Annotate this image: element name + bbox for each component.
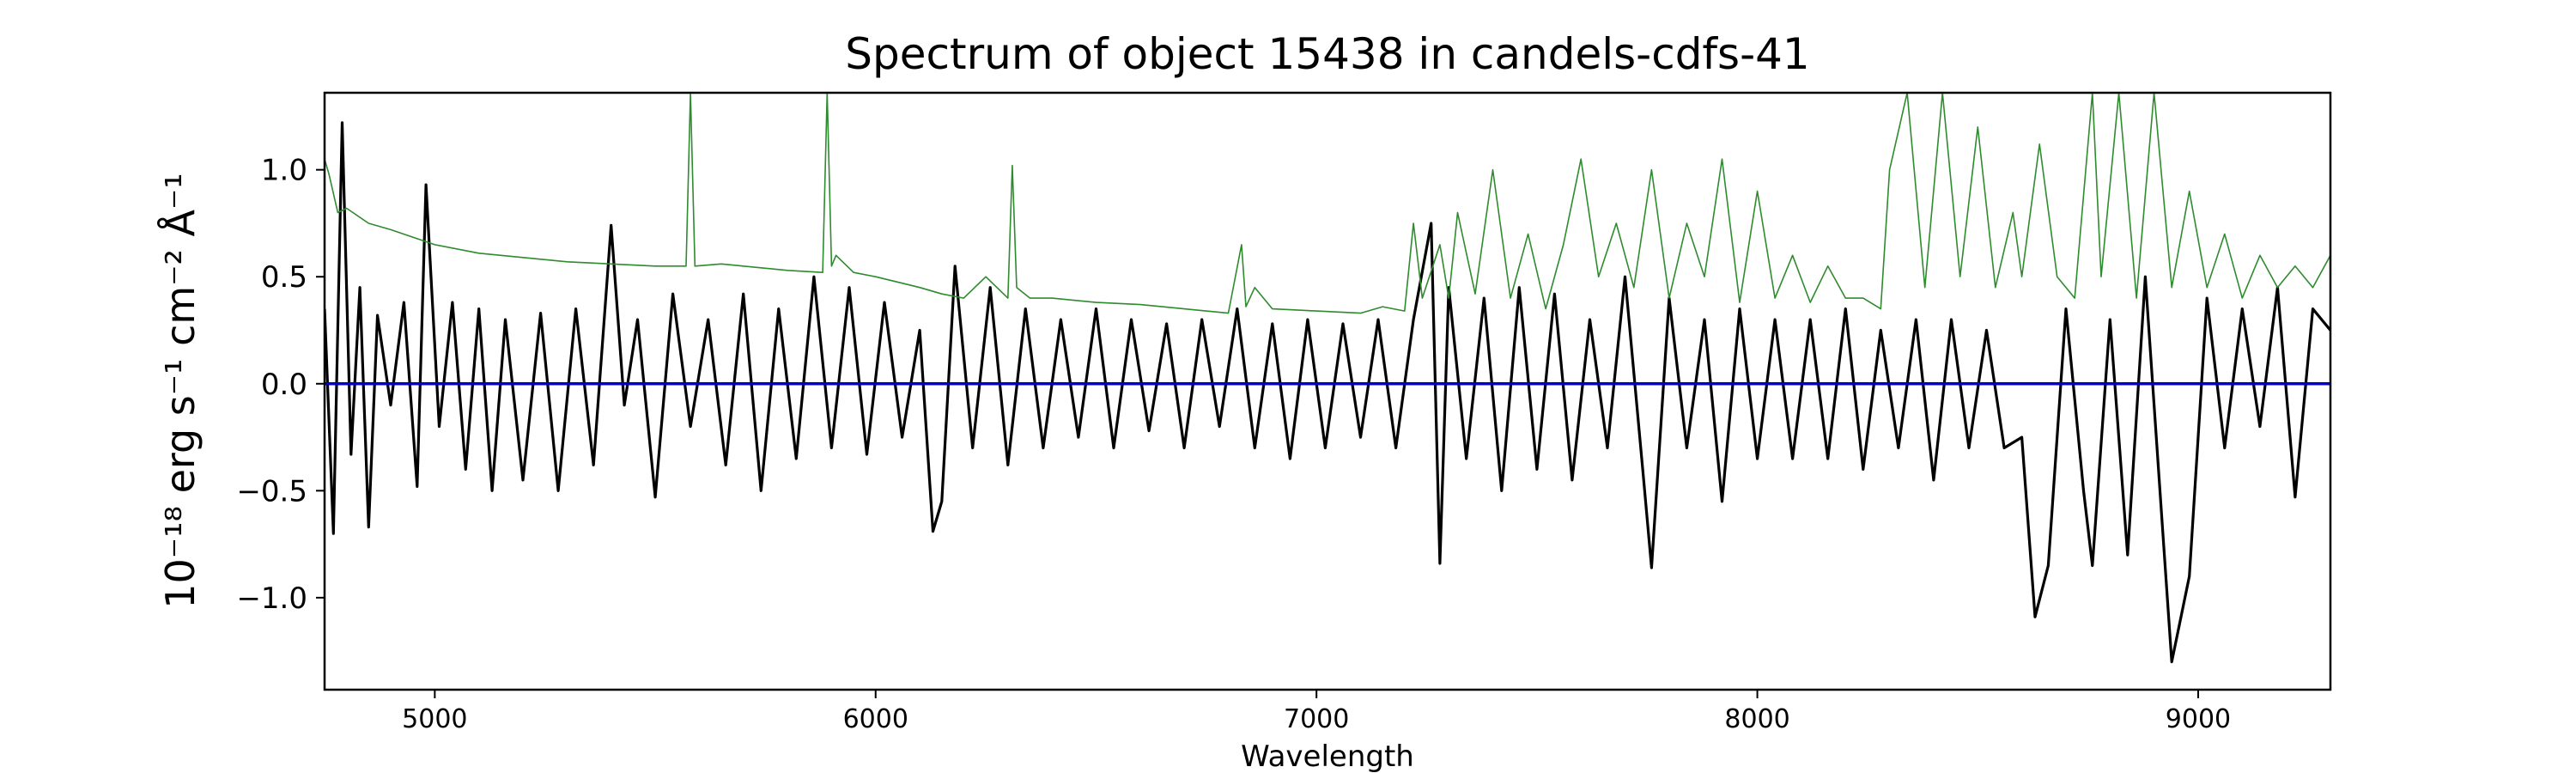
y-tick-label: 0.0 xyxy=(261,368,307,402)
x-axis-label: Wavelength xyxy=(1241,740,1414,773)
x-tick-label: 7000 xyxy=(1284,704,1349,734)
x-axis-ticks: 5000 6000 7000 8000 9000 xyxy=(402,690,2231,734)
x-tick-label: 6000 xyxy=(843,704,908,734)
y-tick-label: 0.5 xyxy=(261,260,307,295)
y-tick-label: −1.0 xyxy=(236,581,307,616)
y-tick-label: −0.5 xyxy=(236,474,307,508)
series-line-1 xyxy=(325,121,2330,664)
x-tick-label: 8000 xyxy=(1724,704,1789,734)
y-axis-ticks: 1.0 0.5 0.0 −0.5 −1.0 xyxy=(236,154,325,616)
y-tick-label: 1.0 xyxy=(261,154,307,188)
chart-title: Spectrum of object 15438 in candels-cdfs… xyxy=(845,29,1810,79)
series-layer xyxy=(325,93,2330,664)
x-tick-label: 9000 xyxy=(2166,704,2231,734)
plot-area-frame xyxy=(323,91,2332,691)
x-tick-label: 5000 xyxy=(402,704,467,734)
series-line-2 xyxy=(325,93,2330,314)
y-axis-label: 10⁻¹⁸ erg s⁻¹ cm⁻² Å⁻¹ xyxy=(157,173,204,608)
